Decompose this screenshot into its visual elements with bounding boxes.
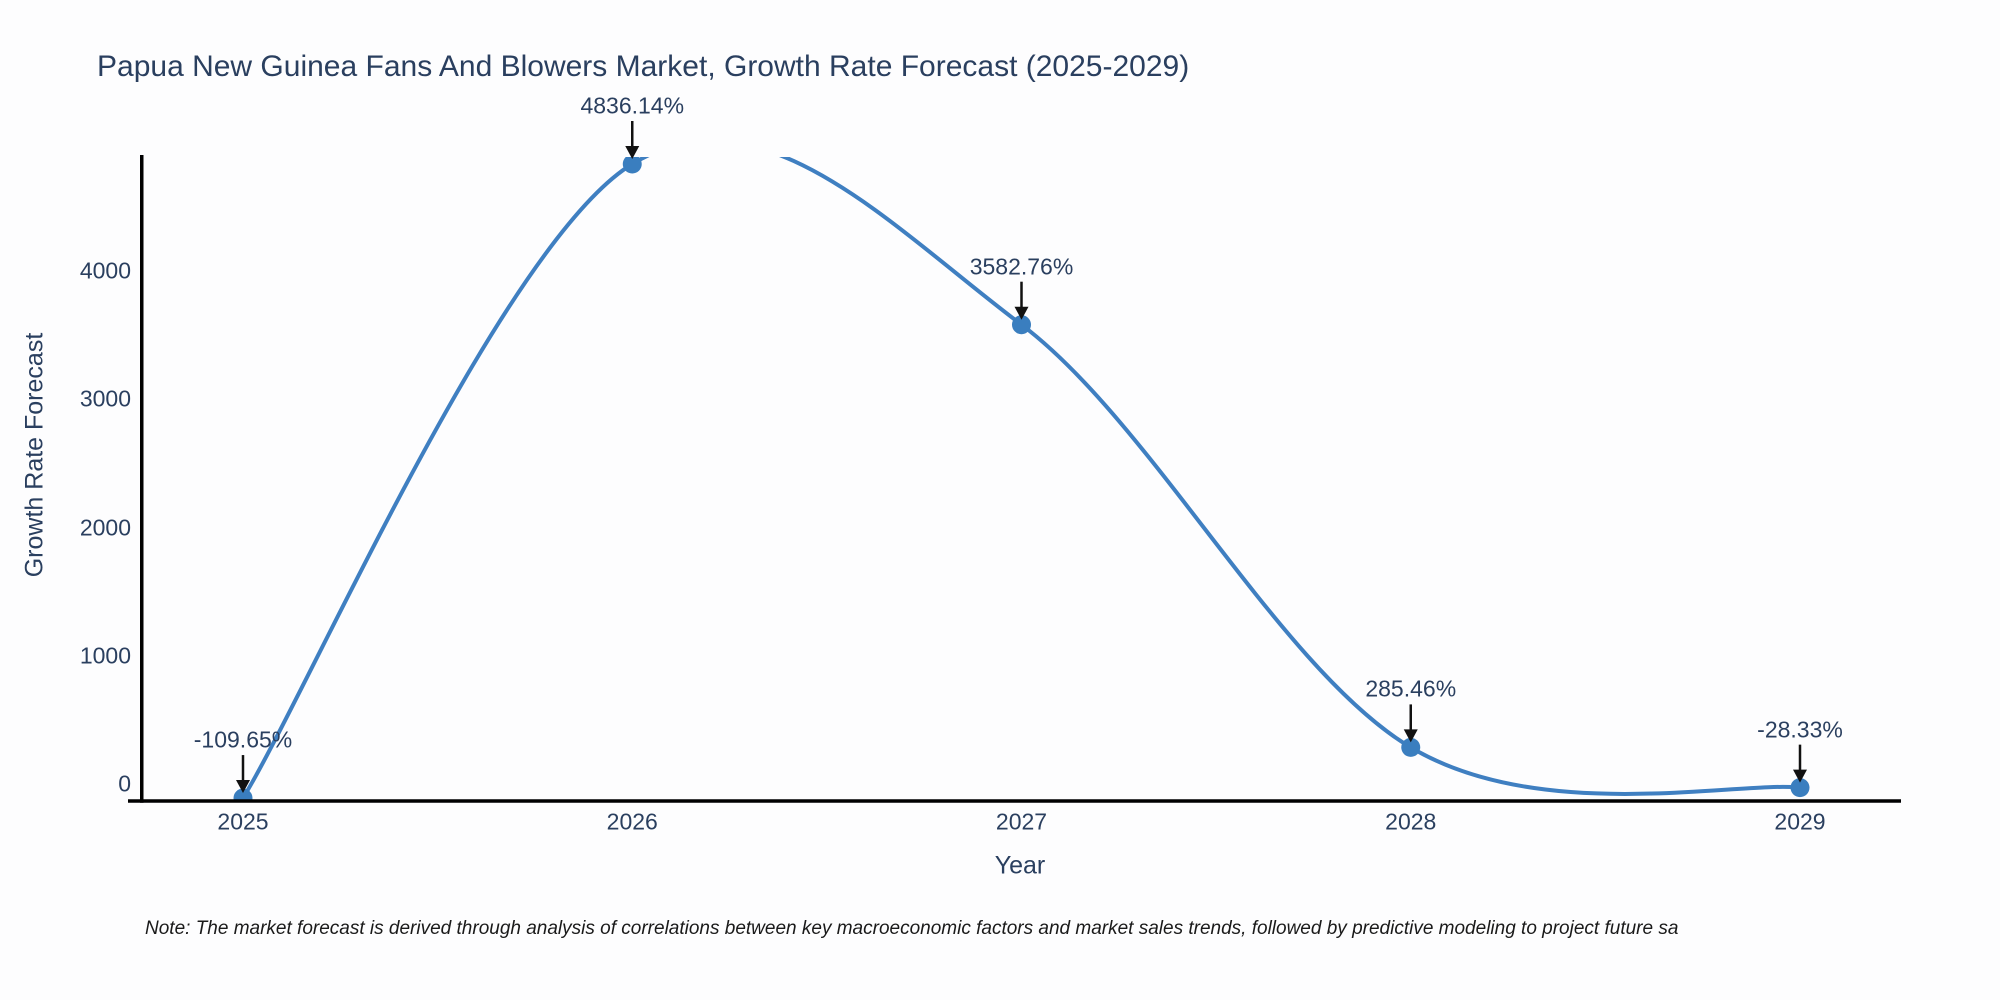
growth-rate-spline [241, 157, 1801, 800]
annotation-arrow-head [625, 146, 640, 160]
annotation-arrow-head [1403, 729, 1418, 743]
data-point-marker-2025 [233, 788, 253, 801]
annotation-label-2027: 3582.76% [969, 253, 1074, 280]
annotation-arrow-head [1793, 769, 1807, 783]
x-tick-label: 2027 [995, 808, 1048, 835]
x-tick-label: 2028 [1385, 808, 1437, 835]
y-tick-label: 0 [118, 770, 131, 797]
y-tick-label: 3000 [79, 385, 131, 412]
x-tick-label: 2029 [1774, 808, 1826, 835]
y-tick-label: 2000 [79, 514, 131, 541]
data-point-marker-2027 [1012, 315, 1031, 335]
data-point-marker-2029 [1790, 778, 1810, 798]
data-point-marker-2026 [622, 157, 642, 174]
annotation-label-2029: -28.33% [1757, 716, 1843, 743]
y-tick-label: 1000 [79, 642, 131, 669]
y-axis-title: Growth Rate Forecast [20, 332, 49, 578]
chart-title: Papua New Guinea Fans And Blowers Market… [97, 50, 1190, 83]
x-axis-title: Year [994, 851, 1046, 880]
annotation-label-2028: 285.46% [1365, 675, 1457, 702]
annotation-arrow-head [1014, 306, 1029, 320]
y-tick-label: 4000 [79, 257, 131, 284]
annotation-arrow-head [236, 780, 250, 794]
data-point-marker-2028 [1401, 737, 1421, 757]
footnote: Note: The market forecast is derived thr… [145, 918, 1679, 939]
x-tick-label: 2026 [606, 808, 658, 835]
annotation-label-2025: -109.65% [193, 726, 293, 753]
annotation-label-2026: 4836.14% [580, 92, 685, 119]
x-tick-label: 2025 [217, 808, 269, 835]
